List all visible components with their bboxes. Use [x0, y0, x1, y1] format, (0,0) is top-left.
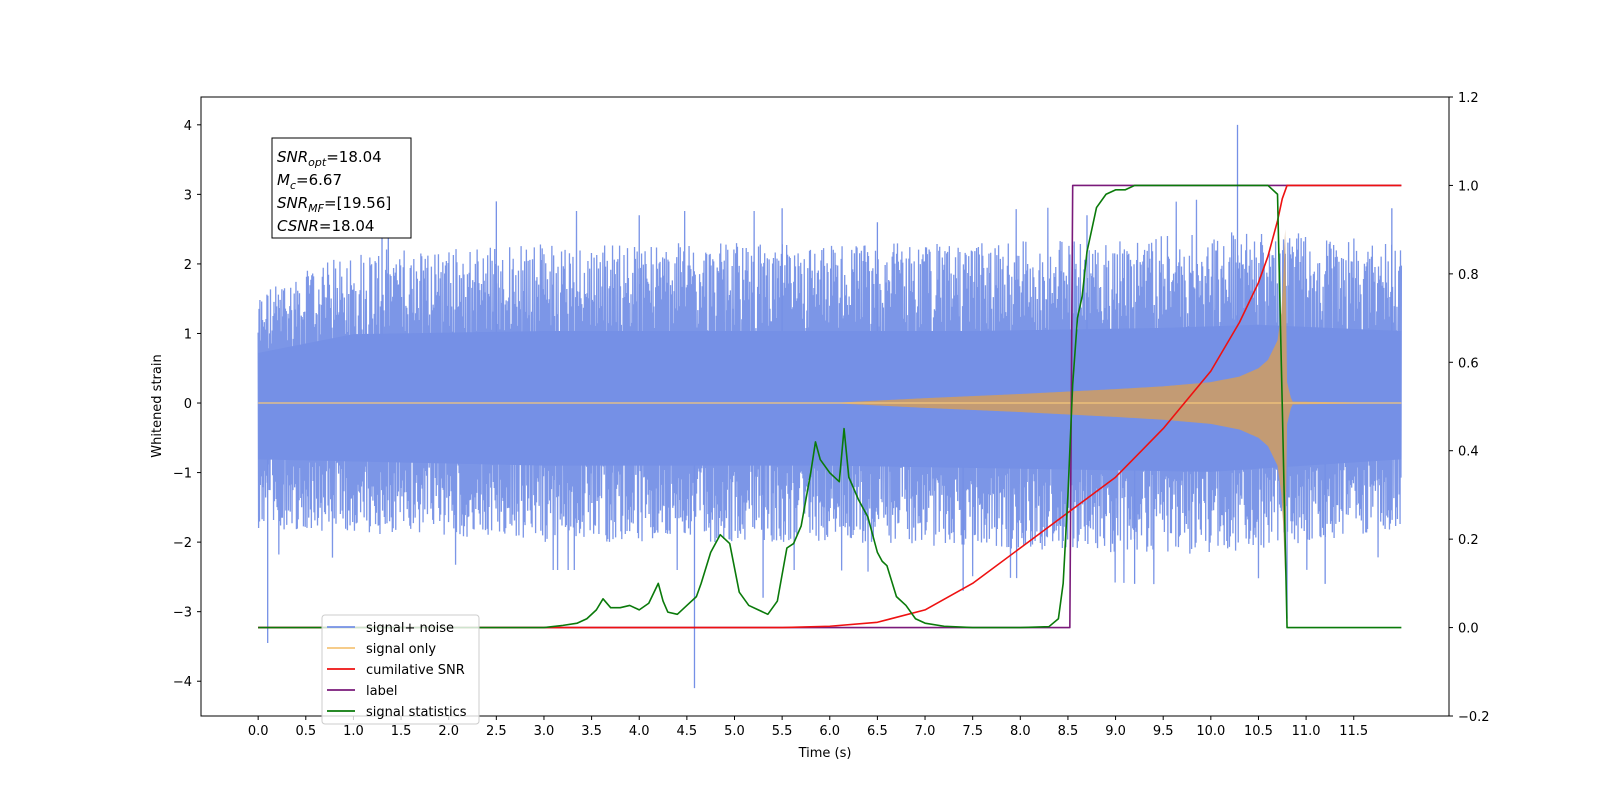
x-tick-label: 10.5	[1244, 724, 1273, 739]
y-tick-label: −1	[173, 467, 192, 482]
y-tick-label: −4	[173, 675, 192, 690]
x-tick-label: 3.0	[534, 724, 555, 739]
legend-label: signal+ noise	[366, 621, 454, 636]
y-tick-label: 4	[184, 119, 192, 134]
y2-tick-label: 0.0	[1458, 622, 1479, 637]
plot-series-layer	[257, 124, 1403, 689]
series-signal-statistics	[258, 184, 1402, 629]
legend-frame	[321, 614, 480, 725]
x-tick-label: 4.0	[629, 724, 650, 739]
y2-tick-label: 0.8	[1458, 268, 1479, 283]
y-tick-label: −2	[173, 536, 192, 551]
x-tick-label: 0.5	[295, 724, 316, 739]
y-axis-title: Whitened strain	[150, 354, 165, 457]
x-tick-label: 9.0	[1105, 724, 1126, 739]
x-tick-label: 6.5	[867, 724, 888, 739]
y2-tick-label: −0.2	[1458, 710, 1490, 725]
x-tick-label: 5.5	[772, 724, 793, 739]
y2-tick-label: 1.0	[1458, 179, 1479, 194]
series-cumulative-snr	[258, 184, 1402, 629]
x-tick-label: 5.0	[724, 724, 745, 739]
x-tick-label: 4.5	[677, 724, 698, 739]
x-tick-label: 7.0	[915, 724, 936, 739]
y-tick-label: −3	[173, 606, 192, 621]
noise-band-core	[258, 324, 1402, 472]
x-tick-label: 11.0	[1292, 724, 1321, 739]
x-tick-label: 11.5	[1339, 724, 1368, 739]
y-tick-label: 1	[184, 327, 192, 342]
x-tick-label: 0.0	[248, 724, 269, 739]
x-tick-label: 2.5	[486, 724, 507, 739]
x-tick-label: 6.0	[819, 724, 840, 739]
legend-label: signal only	[366, 642, 436, 657]
x-tick-label: 9.5	[1153, 724, 1174, 739]
annotation-line: CSNR=18.04	[277, 217, 374, 235]
x-tick-label: 2.0	[438, 724, 459, 739]
y2-tick-label: 0.6	[1458, 356, 1479, 371]
legend: signal+ noise signal only cumilative SNR la…	[321, 614, 480, 725]
x-tick-label: 1.5	[391, 724, 412, 739]
y2-tick-label: 1.2	[1458, 91, 1479, 106]
x-tick-label: 8.5	[1058, 724, 1079, 739]
x-tick-label: 3.5	[581, 724, 602, 739]
x-axis-title: Time (s)	[798, 746, 852, 761]
y-tick-label: 0	[184, 397, 192, 412]
x-tick-label: 10.0	[1196, 724, 1225, 739]
plot-frame	[200, 96, 1450, 717]
legend-label: cumilative SNR	[366, 663, 465, 678]
legend-label: label	[366, 684, 397, 699]
y2-tick-label: 0.2	[1458, 533, 1479, 548]
y2-tick-label: 0.4	[1458, 445, 1479, 460]
x-tick-label: 8.0	[1010, 724, 1031, 739]
x-axis: 0.0 0.5 1.0 1.5 2.0 2.5 3.0 3.5 4.0 4.5 5.0 5.5 6.0 6…	[248, 716, 1368, 739]
x-tick-label: 7.5	[962, 724, 983, 739]
y-axis-left: −4 −3 −2 −1 0 1 2 3 4	[173, 119, 201, 690]
legend-label: signal statistics	[366, 705, 467, 720]
y-tick-label: 2	[184, 258, 192, 273]
annotation-line: SNRMF=[19.56]	[277, 194, 391, 215]
y-tick-label: 3	[184, 188, 192, 203]
annotation-frame	[271, 137, 412, 239]
annotation-line: Mc=6.67	[277, 171, 342, 192]
y-axis-right: −0.2 0.0 0.2 0.4 0.6 0.8 1.0 1.2	[1449, 91, 1490, 725]
annotation-line: SNRopt=18.04	[277, 148, 382, 169]
x-tick-label: 1.0	[343, 724, 364, 739]
